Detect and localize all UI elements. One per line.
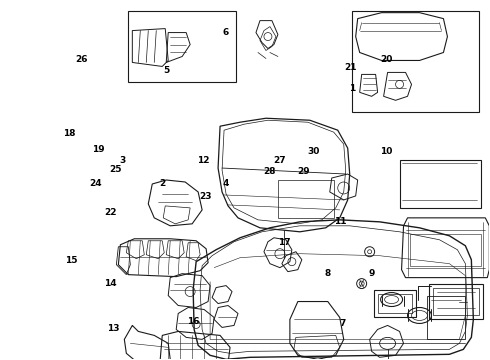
Text: 22: 22 — [104, 208, 117, 217]
Text: 25: 25 — [109, 165, 122, 174]
Text: 17: 17 — [278, 238, 291, 247]
Text: 18: 18 — [63, 129, 75, 138]
Text: 6: 6 — [222, 28, 228, 37]
Text: 11: 11 — [334, 217, 346, 226]
Bar — [374, 289, 416, 318]
Text: 4: 4 — [222, 179, 229, 188]
Text: 19: 19 — [92, 145, 105, 154]
Text: 28: 28 — [263, 167, 276, 176]
Text: 2: 2 — [159, 179, 165, 188]
Bar — [410, 234, 481, 266]
Bar — [128, 11, 236, 82]
Text: 15: 15 — [65, 256, 78, 265]
Text: 30: 30 — [307, 147, 319, 156]
Bar — [434, 288, 479, 315]
Bar — [378, 293, 412, 314]
Text: 10: 10 — [381, 147, 393, 156]
Text: 23: 23 — [199, 192, 212, 201]
Text: 14: 14 — [104, 279, 117, 288]
Text: 8: 8 — [325, 269, 331, 278]
Text: 27: 27 — [273, 156, 286, 165]
Text: 29: 29 — [297, 167, 310, 176]
Text: 21: 21 — [344, 63, 356, 72]
Bar — [429, 284, 483, 319]
Text: 20: 20 — [381, 55, 393, 64]
Text: 24: 24 — [90, 179, 102, 188]
Text: 7: 7 — [340, 319, 346, 328]
Text: 9: 9 — [369, 269, 375, 278]
Bar — [278, 180, 334, 218]
Bar — [399, 160, 481, 208]
Text: 26: 26 — [75, 55, 88, 64]
Text: 12: 12 — [197, 156, 210, 165]
Text: 3: 3 — [120, 156, 126, 165]
Text: 16: 16 — [188, 317, 200, 326]
Bar — [427, 296, 465, 339]
Text: 5: 5 — [164, 66, 170, 75]
Text: 13: 13 — [107, 324, 120, 333]
Text: 1: 1 — [349, 84, 356, 93]
Bar — [352, 11, 479, 112]
